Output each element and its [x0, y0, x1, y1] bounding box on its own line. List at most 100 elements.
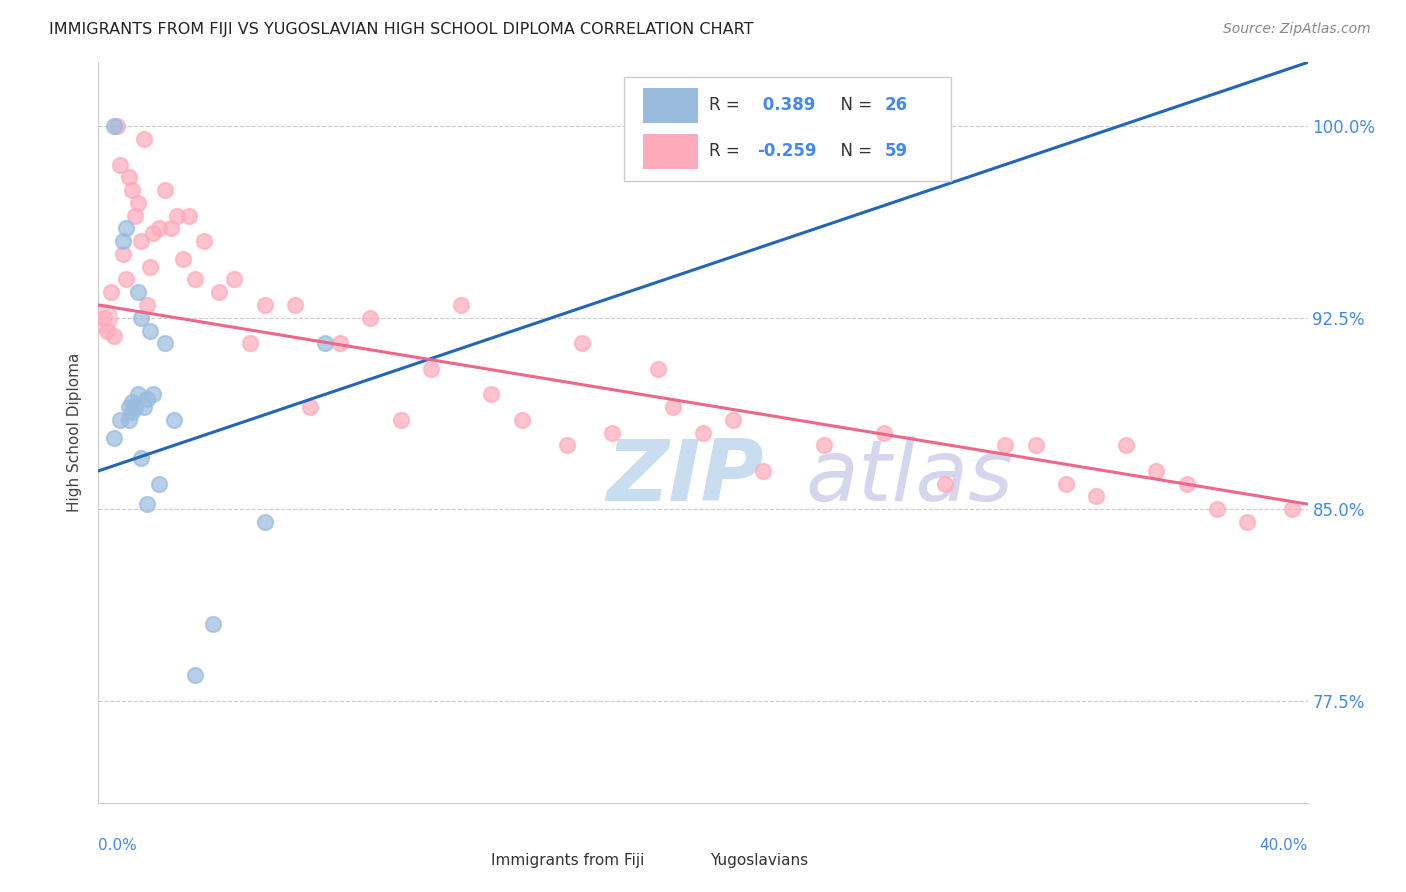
Point: [96, 324, 118, 338]
Point: [135, 392, 157, 407]
Point: [224, 272, 246, 286]
Point: [127, 387, 149, 401]
Text: R =: R =: [709, 143, 745, 161]
Point: [253, 515, 276, 529]
Point: [1175, 476, 1198, 491]
FancyBboxPatch shape: [643, 134, 699, 169]
Point: [934, 476, 956, 491]
Point: [124, 400, 146, 414]
FancyBboxPatch shape: [447, 847, 488, 874]
Point: [127, 195, 149, 210]
Point: [360, 310, 382, 325]
Point: [602, 425, 624, 440]
Point: [111, 247, 134, 261]
Point: [93, 310, 115, 325]
Point: [148, 476, 170, 491]
Point: [184, 272, 207, 286]
Point: [129, 451, 152, 466]
Point: [193, 234, 215, 248]
Point: [153, 336, 176, 351]
Point: [179, 209, 201, 223]
Point: [1281, 502, 1303, 516]
Point: [647, 361, 669, 376]
Text: atlas: atlas: [806, 435, 1014, 518]
Text: ZIP: ZIP: [606, 435, 763, 518]
Point: [389, 413, 412, 427]
Point: [139, 260, 162, 274]
Point: [253, 298, 276, 312]
Point: [1115, 438, 1137, 452]
FancyBboxPatch shape: [664, 847, 706, 874]
Point: [172, 252, 194, 266]
Point: [420, 361, 443, 376]
Point: [129, 310, 152, 325]
Point: [184, 668, 207, 682]
Point: [166, 209, 188, 223]
Point: [1054, 476, 1077, 491]
Point: [135, 497, 157, 511]
Point: [142, 227, 165, 241]
Point: [723, 413, 745, 427]
Point: [142, 387, 165, 401]
Point: [121, 395, 143, 409]
Point: [100, 285, 122, 300]
Text: N =: N =: [830, 143, 877, 161]
Text: 0.0%: 0.0%: [98, 838, 138, 854]
Point: [114, 272, 136, 286]
Text: 26: 26: [884, 96, 907, 114]
Point: [571, 336, 593, 351]
Point: [752, 464, 775, 478]
Text: IMMIGRANTS FROM FIJI VS YUGOSLAVIAN HIGH SCHOOL DIPLOMA CORRELATION CHART: IMMIGRANTS FROM FIJI VS YUGOSLAVIAN HIGH…: [49, 22, 754, 37]
Point: [160, 221, 183, 235]
Point: [692, 425, 714, 440]
Point: [153, 183, 176, 197]
Point: [1146, 464, 1168, 478]
Text: 0.389: 0.389: [758, 96, 815, 114]
Point: [139, 324, 162, 338]
Point: [108, 157, 131, 171]
Text: Immigrants from Fiji: Immigrants from Fiji: [492, 853, 645, 868]
Text: Source: ZipAtlas.com: Source: ZipAtlas.com: [1223, 22, 1371, 37]
Point: [129, 234, 152, 248]
Text: 59: 59: [884, 143, 907, 161]
Point: [103, 328, 125, 343]
Text: -0.259: -0.259: [758, 143, 817, 161]
Point: [103, 120, 125, 134]
Point: [994, 438, 1017, 452]
Text: R =: R =: [709, 96, 745, 114]
Point: [135, 298, 157, 312]
Point: [481, 387, 503, 401]
Point: [132, 132, 155, 146]
Y-axis label: High School Diploma: High School Diploma: [67, 353, 83, 512]
Text: N =: N =: [830, 96, 877, 114]
Point: [208, 285, 231, 300]
Point: [114, 221, 136, 235]
Point: [1206, 502, 1229, 516]
Point: [124, 209, 146, 223]
Point: [813, 438, 835, 452]
Point: [148, 221, 170, 235]
Point: [163, 413, 186, 427]
Point: [299, 400, 322, 414]
Point: [111, 234, 134, 248]
Point: [661, 400, 683, 414]
Point: [121, 183, 143, 197]
FancyBboxPatch shape: [643, 87, 699, 123]
Text: 40.0%: 40.0%: [1260, 838, 1308, 854]
Point: [132, 400, 155, 414]
Point: [121, 405, 143, 419]
Point: [127, 285, 149, 300]
Point: [1236, 515, 1258, 529]
Point: [450, 298, 472, 312]
Point: [202, 617, 225, 632]
Point: [118, 400, 141, 414]
Point: [555, 438, 578, 452]
Point: [329, 336, 352, 351]
FancyBboxPatch shape: [624, 78, 950, 181]
Point: [103, 431, 125, 445]
Point: [1085, 490, 1108, 504]
Point: [510, 413, 533, 427]
Point: [105, 120, 128, 134]
Point: [108, 413, 131, 427]
Point: [873, 425, 896, 440]
